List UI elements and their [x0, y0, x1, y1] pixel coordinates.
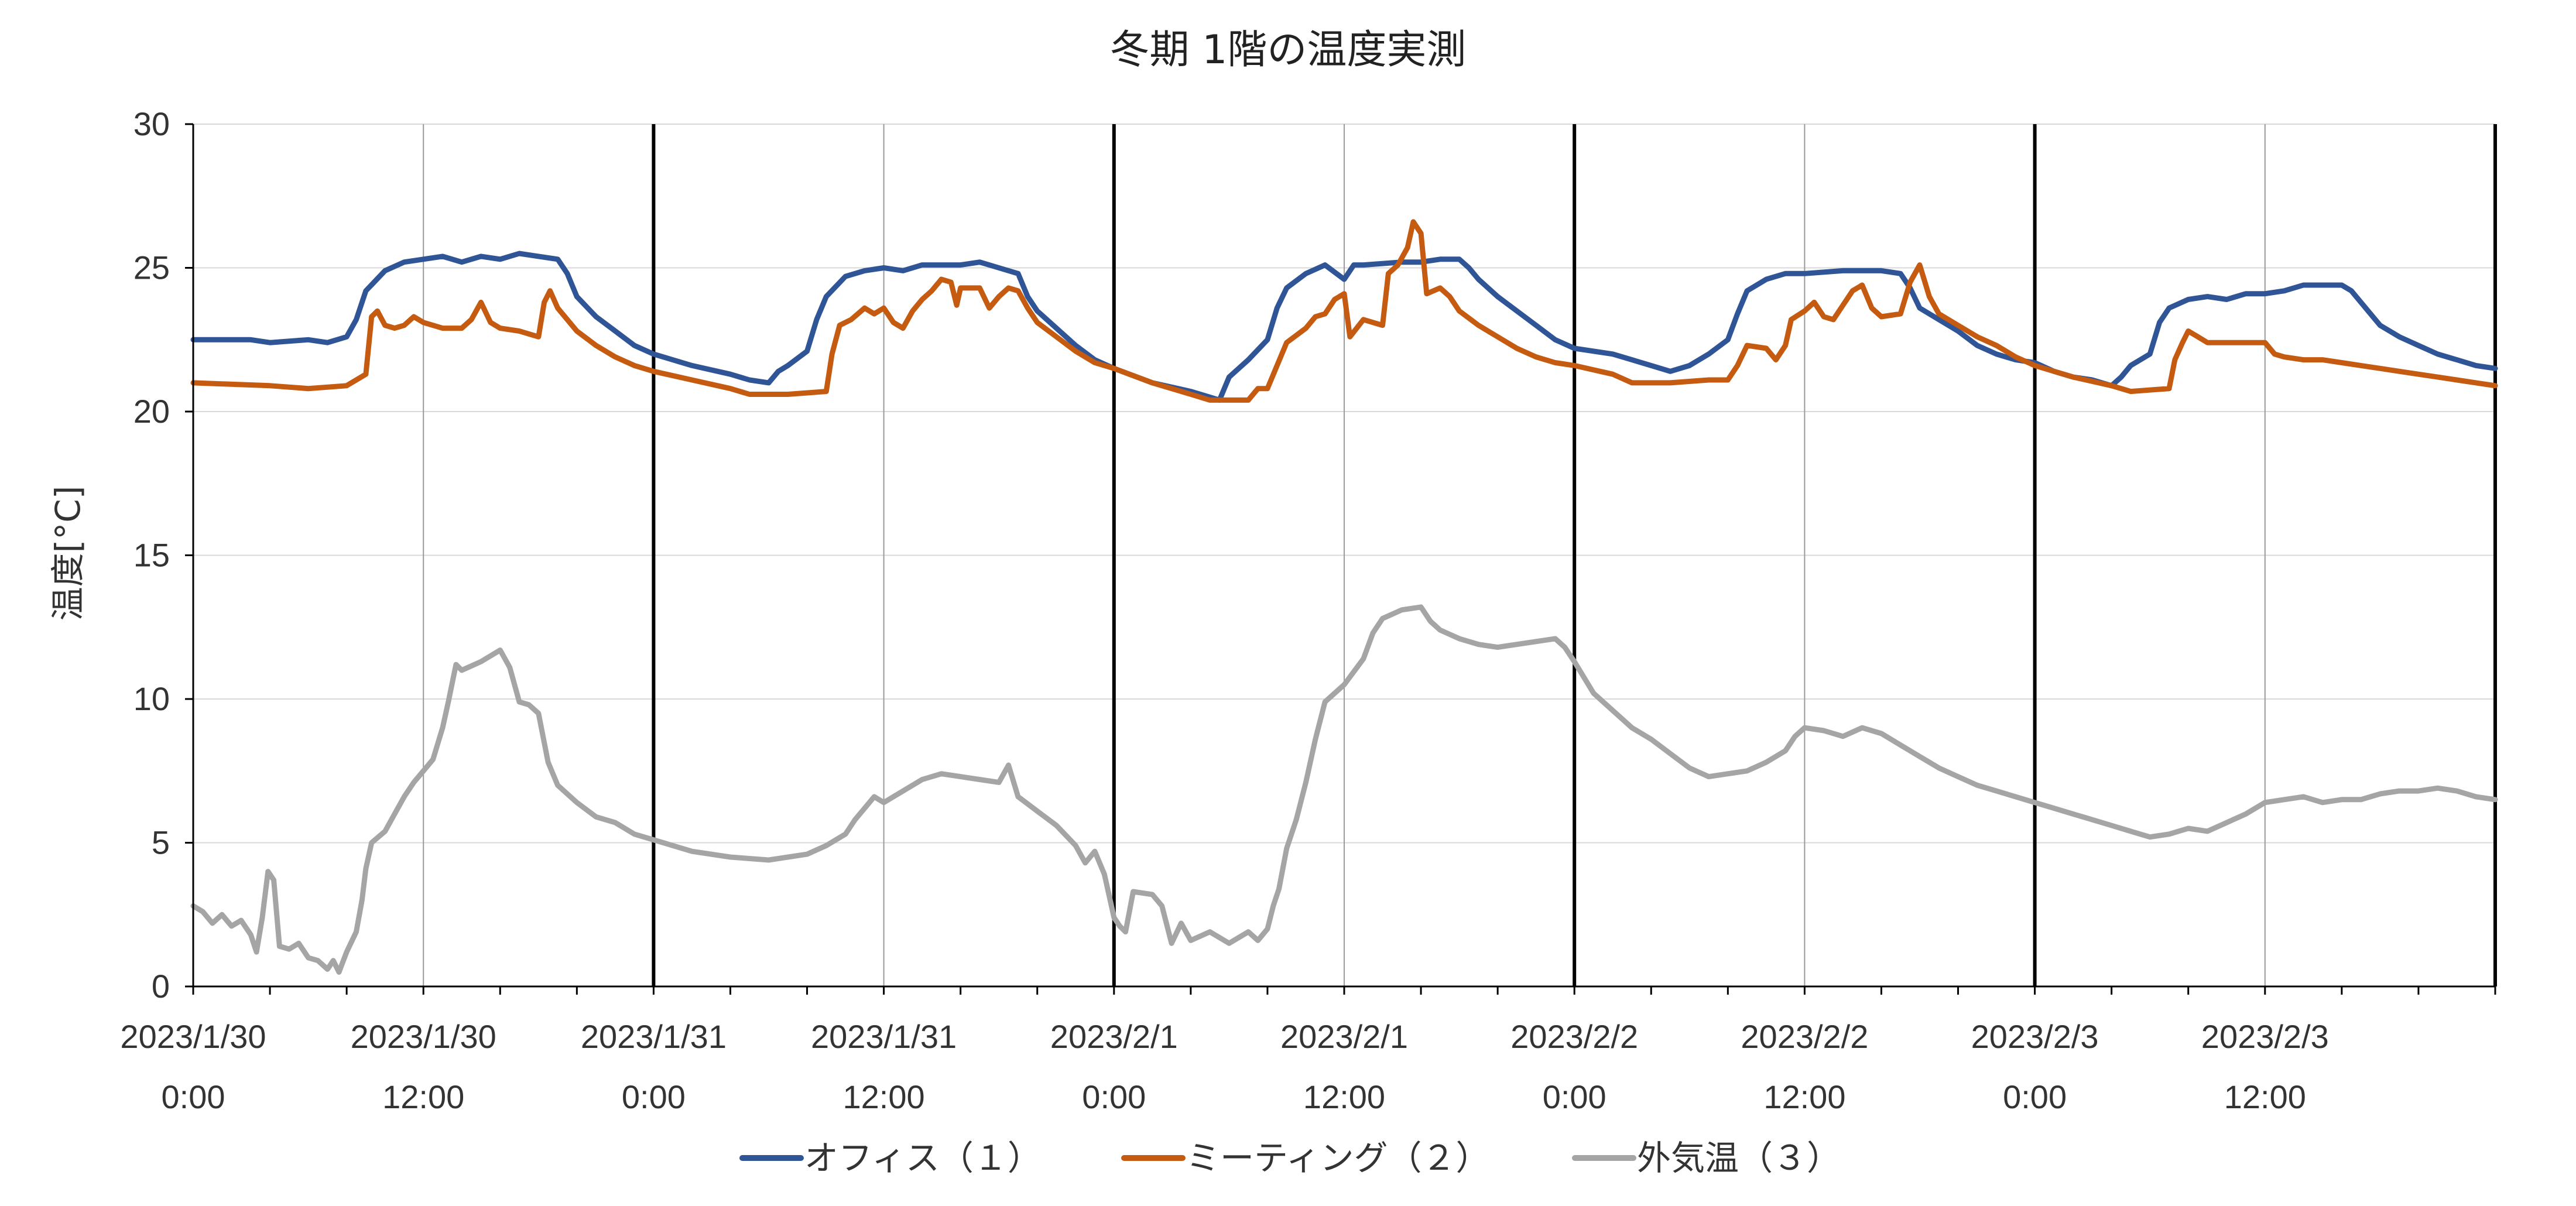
- grid-layer: [193, 124, 2497, 986]
- series-layer: [190, 219, 2498, 975]
- y-tick-label: 0: [152, 968, 170, 1005]
- x-tick-time-label: 12:00: [2224, 1078, 2306, 1115]
- y-axis-label: 温度[°C]: [48, 486, 88, 621]
- x-tick-date-label: 2023/1/30: [351, 1018, 496, 1055]
- axis-layer: 0 5 10 15 20 25 30 2023/1/30 0:00 2023/1/30 12:00 2…: [120, 105, 2496, 1115]
- y-tick-label: 25: [133, 249, 170, 286]
- series-line-1: [190, 251, 2498, 403]
- x-tick-date-label: 2023/2/2: [1741, 1018, 1868, 1055]
- x-tick-time-label: 12:00: [843, 1078, 925, 1115]
- x-tick-date-label: 2023/2/3: [2201, 1018, 2329, 1055]
- x-tick-time-label: 0:00: [622, 1078, 686, 1115]
- y-tick-label: 5: [152, 824, 170, 861]
- x-tick-date-label: 2023/2/3: [1971, 1018, 2099, 1055]
- x-tick-date-label: 2023/1/30: [120, 1018, 266, 1055]
- x-tick-time-label: 0:00: [1082, 1078, 1146, 1115]
- y-tick-label: 30: [133, 105, 170, 142]
- legend: オフィス（１） ミーティング（２） 外気温（３）: [739, 1138, 1841, 1178]
- legend-label: 外気温（３）: [1637, 1138, 1841, 1178]
- legend-label: オフィス（１）: [804, 1138, 1042, 1178]
- x-tick-time-label: 12:00: [382, 1078, 464, 1115]
- x-tick-date-label: 2023/2/2: [1510, 1018, 1638, 1055]
- y-tick-label: 15: [133, 537, 170, 574]
- y-tick-label: 20: [133, 393, 170, 430]
- legend-label: ミーティング（２）: [1186, 1138, 1490, 1178]
- series-line-3: [190, 604, 2498, 975]
- x-tick-date-label: 2023/1/31: [811, 1018, 957, 1055]
- x-tick-time-label: 0:00: [1543, 1078, 1606, 1115]
- x-tick-time-label: 0:00: [2003, 1078, 2067, 1115]
- x-tick-date-label: 2023/2/1: [1280, 1018, 1408, 1055]
- x-tick-time-label: 12:00: [1763, 1078, 1845, 1115]
- x-tick-time-label: 12:00: [1303, 1078, 1385, 1115]
- x-tick-date-label: 2023/2/1: [1050, 1018, 1178, 1055]
- series-line-2: [190, 219, 2498, 403]
- x-tick-time-label: 0:00: [162, 1078, 225, 1115]
- chart-title: 冬期 1階の温度実測: [1110, 27, 1467, 73]
- x-tick-date-label: 2023/1/31: [581, 1018, 727, 1055]
- y-tick-label: 10: [133, 680, 170, 717]
